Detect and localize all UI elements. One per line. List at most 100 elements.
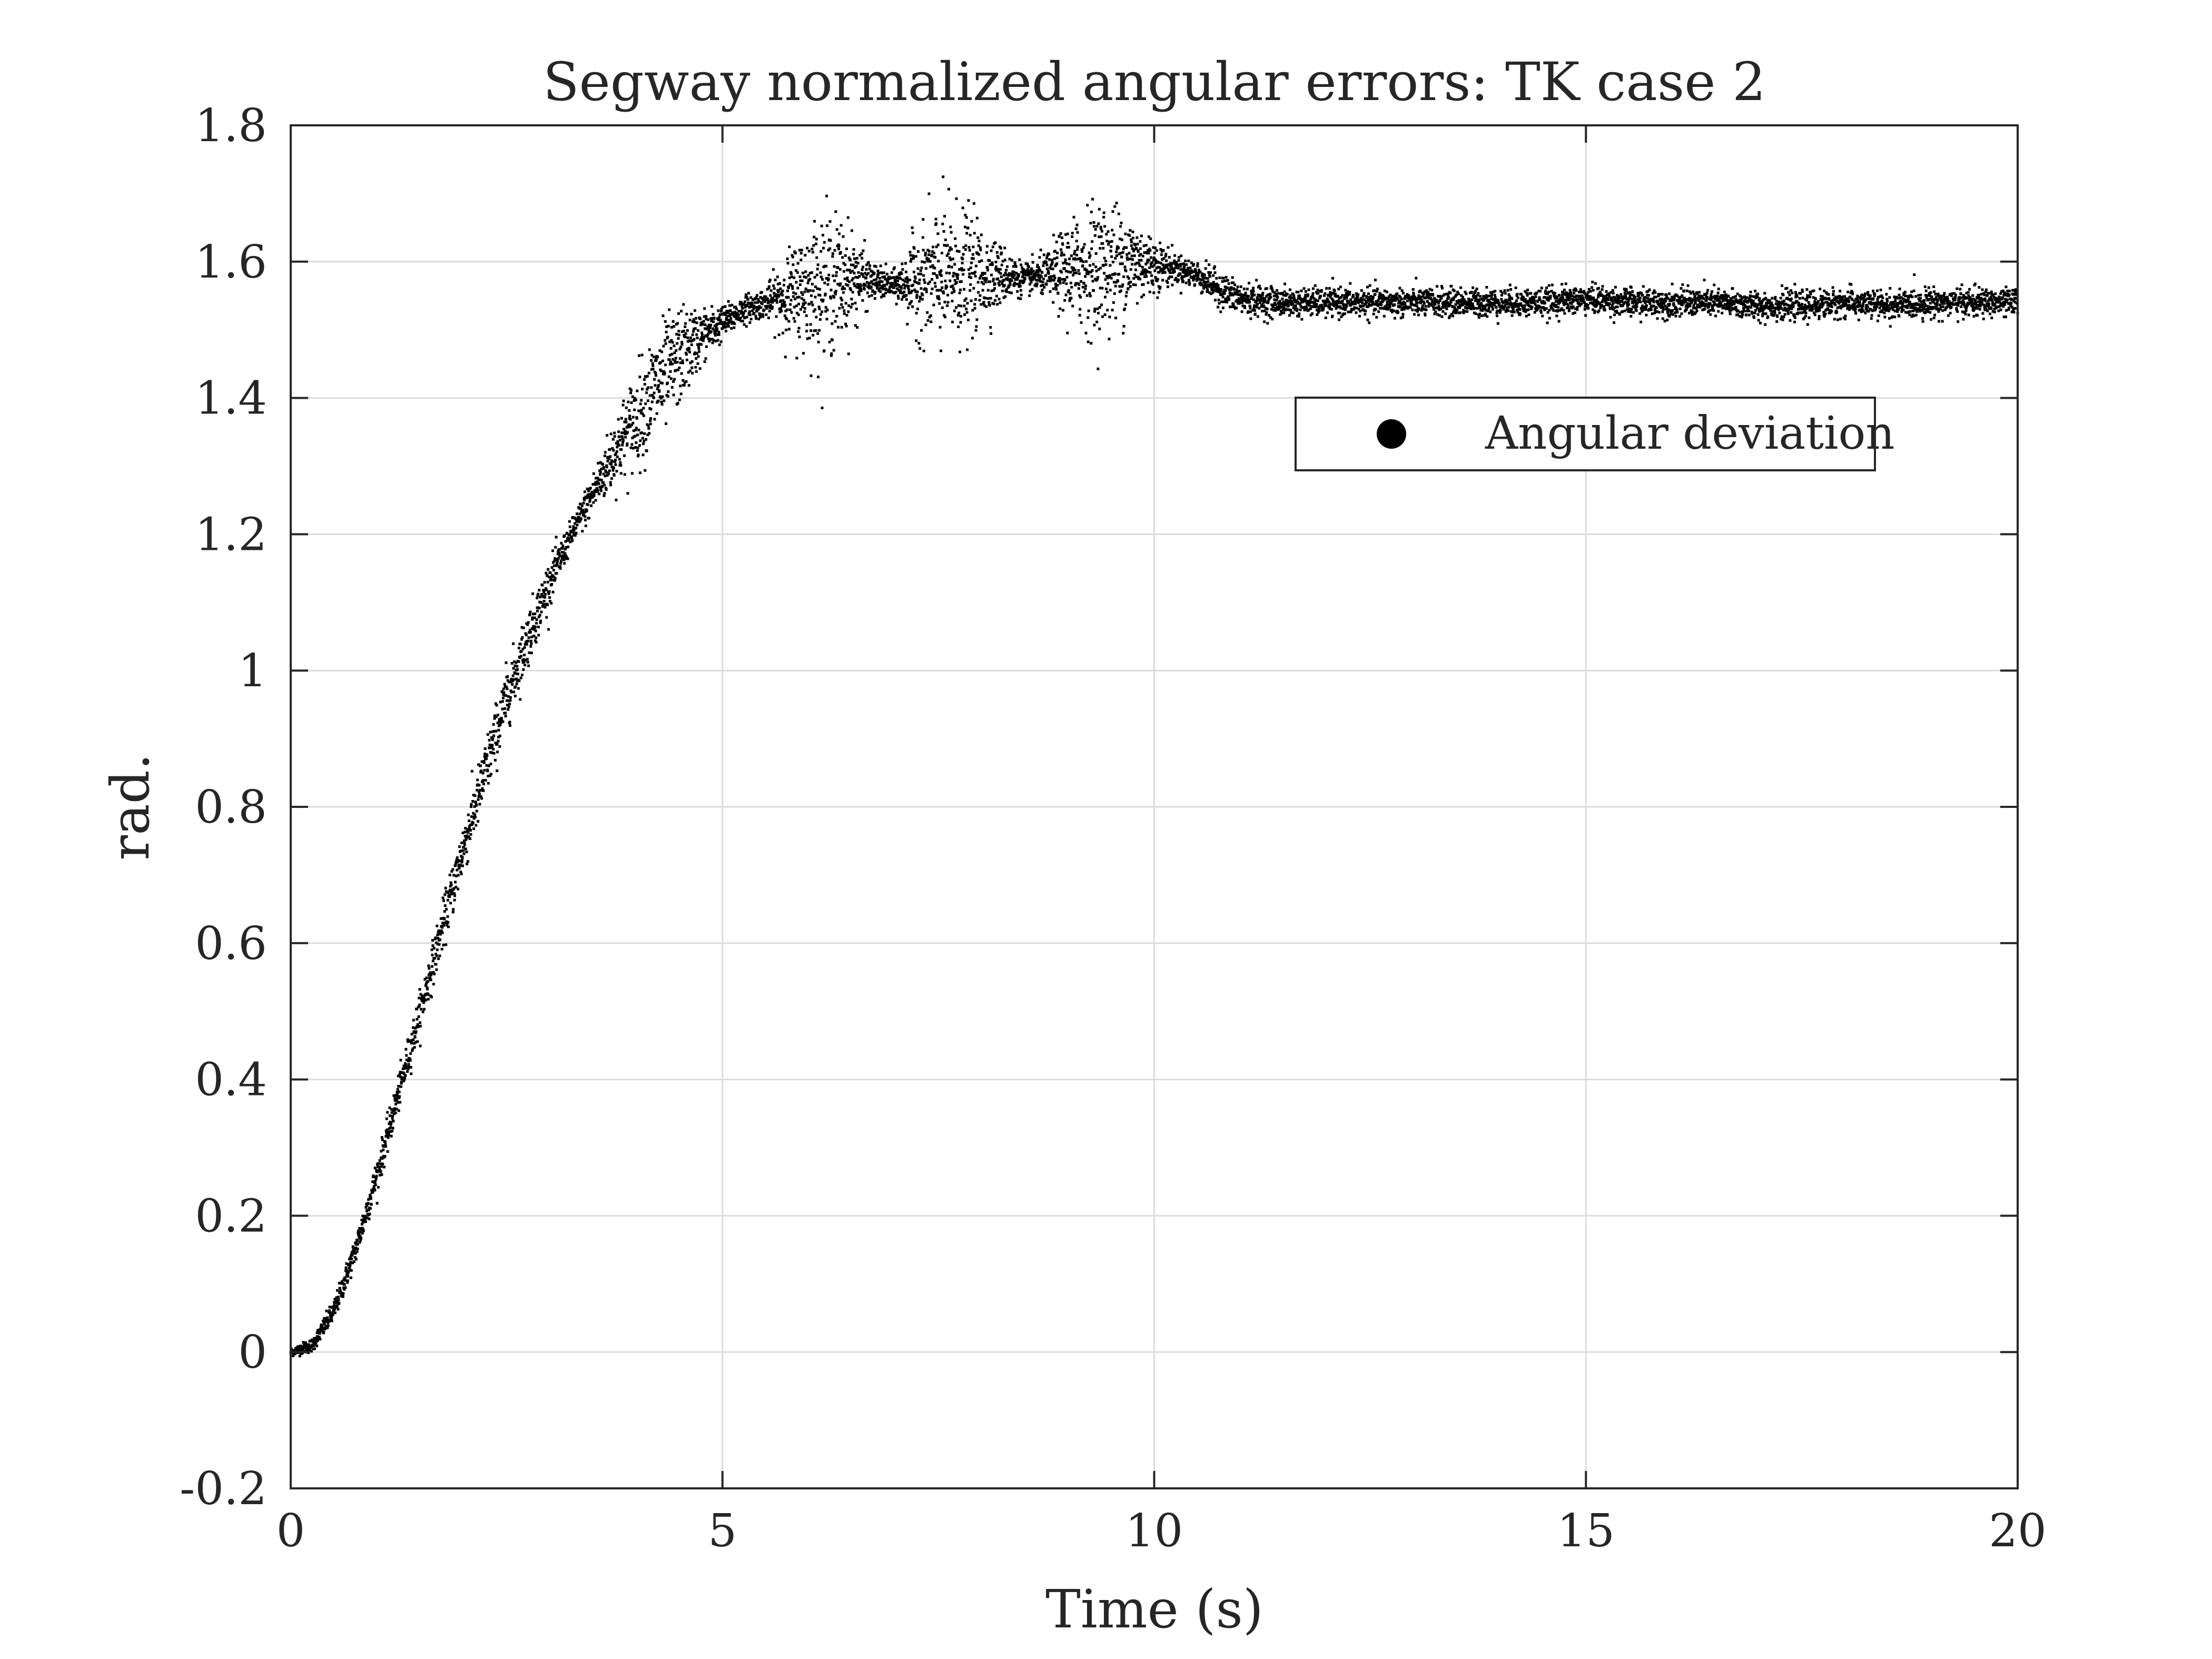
scatter-point: [1295, 301, 1298, 304]
scatter-point: [631, 395, 634, 398]
scatter-point: [647, 424, 650, 427]
scatter-point: [552, 564, 556, 567]
scatter-point: [568, 520, 571, 523]
scatter-point: [1223, 280, 1227, 283]
scatter-point: [1144, 262, 1148, 265]
scatter-point: [755, 295, 758, 299]
scatter-point: [1289, 309, 1292, 312]
scatter-point: [636, 449, 639, 452]
scatter-point: [1327, 293, 1330, 297]
scatter-point: [845, 324, 848, 328]
scatter-point: [1018, 281, 1021, 284]
scatter-point: [534, 629, 537, 633]
scatter-point: [700, 343, 703, 346]
scatter-point: [861, 299, 864, 302]
scatter-point: [475, 803, 478, 806]
scatter-point: [1293, 308, 1297, 311]
scatter-point: [718, 322, 722, 325]
scatter-point: [1357, 293, 1360, 296]
scatter-point: [441, 931, 444, 934]
scatter-point: [1480, 314, 1483, 317]
scatter-point: [875, 281, 878, 284]
scatter-point: [1020, 263, 1023, 266]
scatter-point: [498, 720, 501, 723]
scatter-point: [799, 279, 802, 282]
scatter-point: [1449, 300, 1453, 303]
scatter-point: [942, 290, 945, 293]
scatter-point: [1205, 285, 1208, 289]
scatter-point: [818, 308, 821, 310]
scatter-point: [570, 536, 574, 539]
scatter-point: [555, 536, 558, 539]
scatter-point: [740, 312, 743, 315]
scatter-point: [580, 504, 584, 507]
scatter-point: [1118, 285, 1121, 288]
scatter-point: [1143, 251, 1146, 254]
scatter-point: [603, 492, 606, 495]
scatter-point: [570, 530, 573, 534]
scatter-point: [928, 280, 931, 283]
scatter-point: [323, 1320, 327, 1323]
scatter-point: [1282, 294, 1285, 297]
scatter-point: [931, 288, 934, 290]
scatter-point: [329, 1319, 331, 1322]
scatter-point: [438, 954, 441, 957]
scatter-point: [1092, 289, 1095, 292]
scatter-point: [655, 359, 658, 362]
scatter-point: [656, 355, 659, 359]
scatter-point: [770, 299, 773, 302]
scatter-point: [564, 540, 567, 543]
scatter-point: [651, 393, 654, 397]
scatter-point: [709, 317, 713, 320]
scatter-point: [1440, 285, 1443, 288]
scatter-point: [621, 443, 624, 447]
scatter-point: [802, 303, 805, 306]
scatter-point: [384, 1143, 387, 1146]
scatter-point: [386, 1111, 389, 1114]
scatter-point: [1230, 286, 1233, 289]
scatter-point: [1134, 263, 1137, 266]
scatter-point: [1319, 305, 1322, 308]
scatter-point: [395, 1098, 398, 1100]
scatter-point: [913, 288, 916, 291]
scatter-point: [824, 306, 827, 309]
scatter-point: [787, 287, 790, 289]
scatter-point: [539, 619, 542, 623]
scatter-point: [451, 868, 455, 871]
scatter-point: [693, 338, 696, 341]
scatter-point: [644, 375, 647, 378]
scatter-point: [699, 317, 702, 320]
scatter-point: [1344, 308, 1347, 311]
scatter-point: [904, 284, 907, 288]
scatter-point: [1008, 291, 1011, 294]
scatter-point: [378, 1162, 381, 1165]
scatter-point: [1268, 298, 1271, 301]
scatter-point: [348, 1267, 351, 1270]
scatter-point: [537, 615, 540, 618]
scatter-point: [302, 1341, 305, 1344]
scatter-point: [1218, 291, 1221, 294]
scatter-point: [844, 302, 847, 305]
scatter-point: [466, 834, 469, 837]
scatter-point: [1195, 272, 1198, 275]
scatter-point: [1255, 299, 1258, 302]
scatter-point: [1231, 276, 1234, 279]
scatter-point: [1253, 309, 1256, 312]
scatter-point: [557, 557, 560, 560]
scatter-point: [533, 616, 536, 619]
scatter-point: [621, 403, 625, 407]
scatter-point: [794, 252, 797, 255]
scatter-point: [670, 352, 674, 355]
scatter-point: [467, 813, 470, 816]
scatter-point: [963, 304, 966, 308]
scatter-point: [426, 987, 429, 991]
scatter-point: [617, 430, 620, 433]
scatter-point: [823, 241, 826, 244]
scatter-point: [530, 651, 533, 655]
scatter-point: [355, 1250, 359, 1253]
scatter-point: [752, 298, 755, 301]
scatter-point: [957, 304, 960, 307]
scatter-point: [466, 828, 469, 831]
scatter-point: [1149, 249, 1152, 252]
